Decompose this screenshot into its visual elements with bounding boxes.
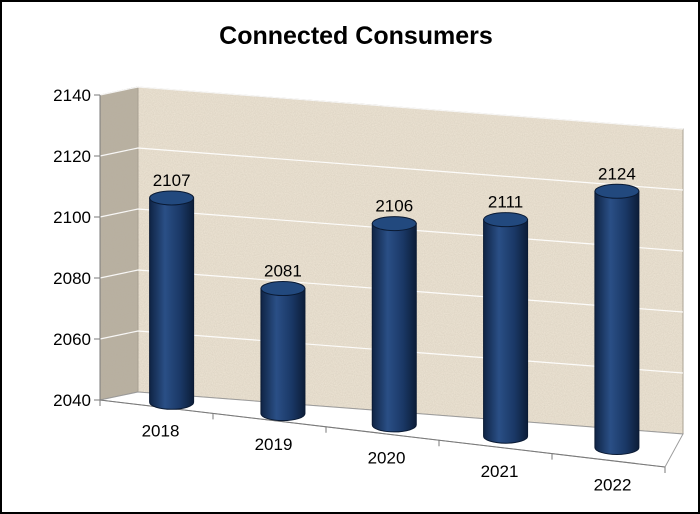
- data-labels: 2107 2081 2106 2111 2124: [153, 164, 636, 280]
- y-tick-label: 2080: [53, 269, 91, 288]
- data-label: 2111: [488, 193, 523, 212]
- bar: [260, 281, 306, 422]
- y-axis: 2040 2060 2080 2100 2120 2140: [53, 86, 101, 410]
- bar-body: [594, 190, 640, 455]
- y-tick-label: 2100: [53, 208, 91, 227]
- data-label: 2106: [375, 197, 413, 216]
- bar: [371, 216, 417, 433]
- bar-top: [594, 183, 640, 199]
- x-tick-label: 2021: [481, 462, 519, 481]
- y-tick-label: 2060: [53, 330, 91, 349]
- chart-title: Connected Consumers: [219, 22, 493, 50]
- x-tick-label: 2020: [368, 449, 406, 468]
- bar-top: [371, 216, 417, 232]
- bar-body: [149, 197, 195, 410]
- bar: [483, 212, 529, 444]
- gridline: [99, 147, 684, 191]
- bar-top: [483, 212, 529, 228]
- bar-body: [260, 288, 306, 422]
- bar-top: [260, 281, 306, 297]
- y-tick-label: 2140: [53, 86, 91, 105]
- bar: [594, 183, 640, 455]
- y-tick-label: 2120: [53, 147, 91, 166]
- bar: [149, 190, 195, 410]
- y-tick-label: 2040: [53, 391, 91, 410]
- gridline: [99, 86, 684, 130]
- x-axis-line: [99, 399, 666, 468]
- side-wall-texture: [100, 87, 138, 400]
- bar-top: [149, 190, 195, 206]
- bar-body: [371, 223, 417, 433]
- data-label: 2124: [598, 164, 636, 183]
- bar-body: [483, 219, 529, 444]
- x-tick-label: 2022: [594, 475, 632, 494]
- x-tick-label: 2019: [255, 435, 293, 454]
- x-tick-label: 2018: [142, 422, 180, 441]
- data-label: 2107: [153, 171, 191, 190]
- x-axis: 2018 2019 2020 2021 2022: [99, 399, 666, 494]
- data-label: 2081: [264, 262, 302, 281]
- bars: [149, 183, 640, 455]
